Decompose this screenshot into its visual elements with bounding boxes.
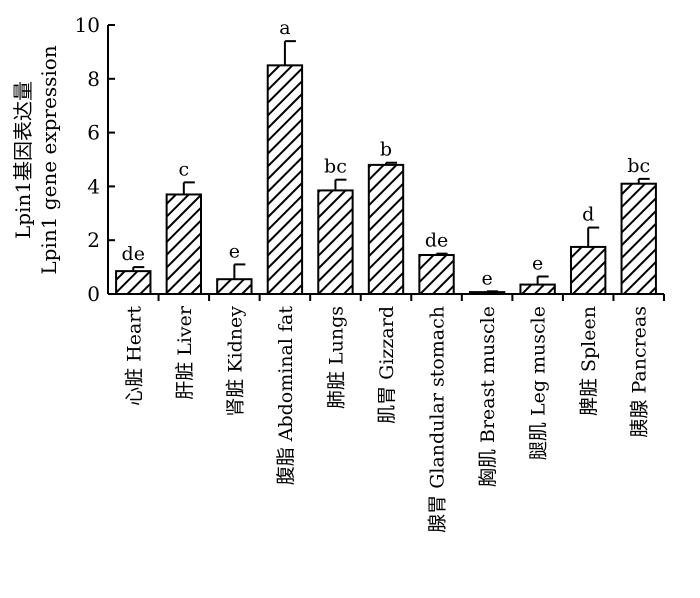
y-axis-label-en: Lpin1 gene expression xyxy=(37,45,61,274)
y-tick-label: 4 xyxy=(87,174,100,198)
bar xyxy=(216,278,253,295)
bar xyxy=(620,182,657,296)
x-tick-label: 胰腺 Pancreas xyxy=(629,306,651,438)
x-tick-label: 肾脏 Kidney xyxy=(224,306,246,417)
axes xyxy=(107,25,664,295)
error-bars xyxy=(132,40,650,293)
bar xyxy=(165,193,203,295)
y-axis-label-cn: Lpin1基因表达量 xyxy=(11,81,35,239)
significance-label: de xyxy=(122,243,145,265)
bar xyxy=(367,163,405,295)
y-tick-label: 6 xyxy=(87,121,100,145)
x-axis-labels: 心脏 Heart 肝脏 Liver 肾脏 Kidney 腹脂 Abdominal fa… xyxy=(123,294,665,533)
significance-label: bc xyxy=(627,155,650,177)
x-tick-label: 脾脏 Spleen xyxy=(578,306,600,416)
bar xyxy=(519,283,556,295)
significance-label: a xyxy=(279,17,290,39)
y-tick-label: 10 xyxy=(75,13,100,37)
significance-labels: de c e a bc b de e e d bc xyxy=(122,17,651,289)
bar xyxy=(569,245,607,296)
x-tick-label: 胸肌 Breast muscle xyxy=(477,306,499,487)
significance-label: c xyxy=(178,158,189,180)
significance-label: e xyxy=(532,253,543,275)
x-tick-label: 心脏 Heart xyxy=(123,306,145,406)
y-axis-ticks: 0 2 4 6 8 10 xyxy=(75,13,115,306)
x-tick-label: 腹脂 Abdominal fat xyxy=(275,306,297,486)
significance-label: d xyxy=(582,204,594,226)
x-tick-label: 腿肌 Leg muscle xyxy=(528,306,550,460)
x-tick-label: 肺脏 Lungs xyxy=(325,306,347,409)
x-tick-label: 肌胃 Gizzard xyxy=(376,306,398,424)
y-axis-label: Lpin1基因表达量 Lpin1 gene expression xyxy=(11,45,61,274)
x-tick-label: 肝脏 Liver xyxy=(174,305,196,400)
significance-label: e xyxy=(481,267,492,289)
bars xyxy=(115,64,657,296)
significance-label: b xyxy=(380,139,392,161)
significance-label: e xyxy=(229,240,240,262)
y-tick-label: 2 xyxy=(87,228,100,252)
x-tick-label: 腺胃 Glandular stomach xyxy=(427,306,449,533)
significance-label: bc xyxy=(324,156,347,178)
y-tick-label: 0 xyxy=(87,282,100,306)
bar xyxy=(317,189,354,295)
y-tick-label: 8 xyxy=(87,67,100,91)
bar xyxy=(266,64,304,295)
bar xyxy=(115,270,152,296)
significance-label: de xyxy=(425,230,448,252)
bar xyxy=(418,253,455,295)
